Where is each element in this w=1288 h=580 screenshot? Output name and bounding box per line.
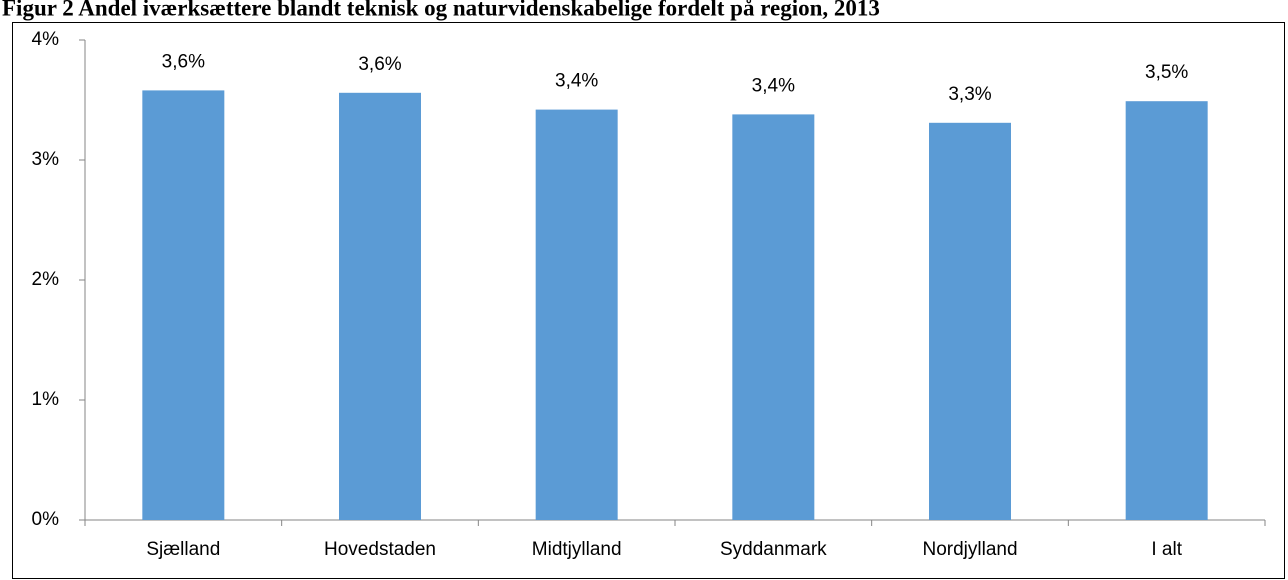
bar	[142, 90, 225, 521]
data-label: 3,4%	[555, 71, 598, 92]
x-tick-label: Hovedstaden	[324, 539, 436, 560]
bar	[535, 109, 618, 520]
y-tick-label: 4%	[32, 29, 60, 50]
y-tick-label: 1%	[32, 389, 60, 410]
x-tick-label: Nordjylland	[922, 539, 1017, 560]
chart-title: Figur 2 Andel iværksættere blandt teknis…	[2, 0, 880, 20]
chart-frame	[12, 22, 1285, 579]
bar	[732, 114, 815, 521]
data-label: 3,6%	[162, 51, 205, 72]
bar	[1125, 101, 1208, 520]
y-tick-label: 0%	[32, 509, 60, 530]
data-label: 3,4%	[752, 75, 795, 96]
bar	[339, 92, 421, 521]
data-label: 3,6%	[358, 54, 401, 75]
bar	[929, 122, 1011, 521]
y-tick-label: 3%	[32, 149, 60, 170]
x-tick-label: Syddanmark	[720, 539, 827, 560]
data-label: 3,5%	[1145, 62, 1188, 83]
x-tick-label: I alt	[1151, 539, 1182, 560]
data-label: 3,3%	[948, 84, 991, 105]
x-tick-label: Sjælland	[146, 539, 220, 560]
x-tick-label: Midtjylland	[532, 539, 622, 560]
y-tick-label: 2%	[32, 269, 60, 290]
